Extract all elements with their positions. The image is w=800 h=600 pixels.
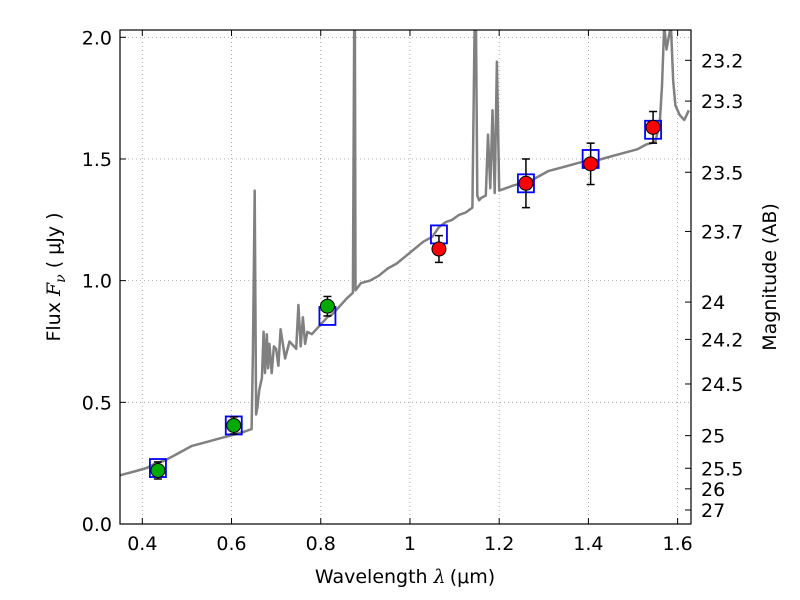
x-tick-label: 1.6 bbox=[663, 533, 693, 555]
y-tick-label: 1.0 bbox=[82, 271, 112, 293]
nir-data-point bbox=[583, 156, 599, 172]
optical-data-point bbox=[226, 417, 242, 433]
x-tick-label: 0.6 bbox=[216, 533, 246, 555]
nir-data-point bbox=[431, 241, 447, 257]
magnitude-tick-label: 24.2 bbox=[701, 329, 743, 351]
magnitude-tick-label: 25 bbox=[701, 426, 725, 448]
y-tick-label: 0.0 bbox=[82, 514, 112, 536]
nir-data-point bbox=[645, 119, 661, 135]
y-tick-label: 1.5 bbox=[82, 149, 112, 171]
tick-layer: 0.4 0.6 0.8 1 1.2 1.4 1.6 0.0 0.5 1.0 1.5 2.0 23.2 23… bbox=[82, 27, 744, 555]
magnitude-tick-label: 23.5 bbox=[701, 162, 743, 184]
optical-data-point bbox=[150, 462, 166, 478]
y-axis-label: Flux Fν( μJy ) bbox=[43, 212, 69, 341]
magnitude-tick-label: 23.7 bbox=[701, 221, 743, 243]
magnitude-tick-label: 27 bbox=[701, 500, 725, 522]
optical-data-point bbox=[319, 298, 335, 314]
magnitude-tick-label: 23.2 bbox=[701, 50, 743, 72]
magnitude-tick-label: 23.3 bbox=[701, 91, 743, 113]
x-axis-label: Wavelength λ (μm) bbox=[315, 566, 495, 588]
y-tick-label: 0.5 bbox=[82, 392, 112, 414]
y-tick-label: 2.0 bbox=[82, 27, 112, 49]
magnitude-tick-label: 26 bbox=[701, 479, 725, 501]
nir-data-point bbox=[518, 175, 534, 191]
magnitude-tick-label: 24 bbox=[701, 292, 725, 314]
x-tick-label: 0.8 bbox=[306, 533, 336, 555]
x-tick-label: 0.4 bbox=[127, 533, 157, 555]
magnitude-tick-label: 24.5 bbox=[701, 374, 743, 396]
plot-frame bbox=[119, 29, 692, 525]
x-tick-label: 1 bbox=[404, 533, 416, 555]
plot-layer bbox=[120, 30, 690, 480]
magnitude-tick-label: 25.5 bbox=[701, 458, 743, 480]
magnitude-axis-label: Magnitude (AB) bbox=[759, 203, 781, 351]
x-tick-label: 1.2 bbox=[484, 533, 514, 555]
x-tick-label: 1.4 bbox=[573, 533, 603, 555]
